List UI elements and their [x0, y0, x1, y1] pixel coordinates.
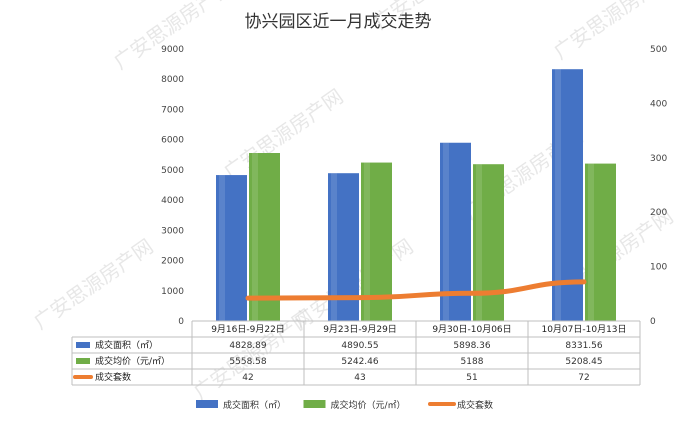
right-axis-tick-label: 200	[650, 208, 667, 218]
right-axis-tick-label: 100	[650, 263, 667, 273]
table-cell: 4890.55	[341, 341, 378, 351]
table-row-label: 成交套数	[95, 371, 131, 383]
table-cell: 43	[354, 373, 365, 383]
watermark-text: 广安思源房产网	[369, 0, 497, 34]
bar-highlight	[555, 69, 561, 321]
left-axis-tick-label: 2000	[161, 257, 184, 267]
legend-label: 成交均价（元/㎡）	[331, 399, 406, 411]
table-cell: 51	[466, 373, 477, 383]
table-legend-key	[76, 358, 90, 364]
left-axis-tick-label: 8000	[161, 75, 184, 85]
left-axis-tick-label: 4000	[161, 196, 184, 206]
bar	[216, 175, 247, 321]
bar	[585, 163, 616, 321]
bar-highlight	[331, 173, 337, 321]
category-tick-label: 10月07日-10月13日	[541, 324, 626, 335]
bar-highlight	[364, 162, 370, 321]
watermark-text: 广安思源房产网	[109, 0, 237, 74]
table-cell: 5558.58	[229, 357, 266, 367]
watermark-text: 广安思源房产网	[219, 84, 347, 184]
table-cell: 4828.89	[229, 341, 266, 351]
chart-title: 协兴园区近一月成交走势	[245, 12, 432, 32]
data-table: 9月16日-9月22日 9月23日-9月29日 9月30日-10月06日 10月07日…	[71, 320, 641, 386]
table-row-label: 成交均价（元/㎡）	[95, 355, 170, 367]
left-axis-tick-label: 0	[178, 317, 184, 327]
category-tick-label: 9月16日-9月22日	[211, 324, 285, 335]
bar	[249, 153, 280, 321]
right-axis-tick-label: 400	[650, 99, 667, 109]
left-axis-tick-label: 9000	[161, 45, 184, 55]
legend-label: 成交套数	[457, 399, 493, 411]
right-axis-tick-label: 500	[650, 45, 667, 55]
table-cell: 5188	[461, 357, 484, 367]
category-tick-label: 9月30日-10月06日	[432, 324, 511, 335]
table-cell: 5898.36	[453, 341, 490, 351]
table-cell: 72	[578, 373, 589, 383]
bar-highlight	[443, 142, 449, 321]
watermark-text: 广安思源房产网	[29, 234, 157, 334]
right-axis-tick-label: 300	[650, 154, 667, 164]
bar-highlight	[476, 164, 482, 321]
table-legend-key	[76, 342, 90, 348]
left-axis-tick-label: 7000	[161, 105, 184, 115]
bar	[361, 162, 392, 321]
bar-highlight	[588, 163, 594, 321]
bar-highlight	[219, 175, 225, 321]
plot-area: 0 1000 2000 3000 4000 5000 6000 7000 8000 9000 0 10…	[161, 45, 667, 327]
legend-swatch	[303, 400, 326, 408]
table-cell: 5242.46	[341, 357, 378, 367]
bar	[552, 69, 583, 321]
legend: 成交面积（㎡） 成交均价（元/㎡） 成交套数	[196, 399, 493, 411]
table-row-label: 成交面积（㎡）	[95, 339, 158, 351]
table-cell: 42	[242, 373, 253, 383]
table-cell: 8331.56	[565, 341, 602, 351]
bar-highlight	[252, 153, 258, 321]
left-axis-tick-label: 5000	[161, 166, 184, 176]
left-axis-tick-label: 1000	[161, 287, 184, 297]
left-axis-tick-label: 6000	[161, 136, 184, 146]
left-axis-tick-label: 3000	[161, 226, 184, 236]
legend-label: 成交面积（㎡）	[223, 399, 286, 411]
table-cell: 5208.45	[565, 357, 602, 367]
category-tick-label: 9月23日-9月29日	[323, 324, 397, 335]
legend-swatch	[196, 400, 218, 408]
series-line	[245, 279, 587, 301]
right-axis-tick-label: 0	[650, 317, 656, 327]
